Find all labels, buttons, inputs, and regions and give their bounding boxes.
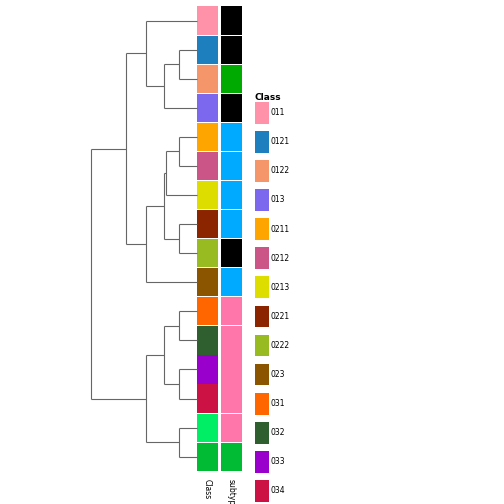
Bar (197, 123, 218, 151)
Bar (221, 443, 242, 471)
Bar (255, 276, 269, 298)
Text: 0213: 0213 (271, 283, 290, 292)
Text: 023: 023 (271, 370, 285, 379)
Bar (255, 422, 269, 444)
Bar (197, 7, 218, 35)
Bar (221, 297, 242, 326)
Text: 013: 013 (271, 196, 285, 205)
Bar (255, 364, 269, 386)
Bar (255, 451, 269, 473)
Bar (221, 326, 242, 354)
Bar (197, 65, 218, 93)
Bar (197, 36, 218, 64)
Bar (255, 189, 269, 211)
Bar (197, 297, 218, 326)
Bar (221, 36, 242, 64)
Bar (255, 131, 269, 153)
Text: subtype: subtype (227, 479, 236, 504)
Bar (255, 480, 269, 502)
Bar (221, 94, 242, 122)
Text: Class: Class (255, 93, 281, 102)
Bar (197, 210, 218, 238)
Bar (197, 152, 218, 180)
Bar (197, 239, 218, 267)
Text: 033: 033 (271, 457, 285, 466)
Bar (221, 268, 242, 296)
Bar (197, 385, 218, 413)
Bar (197, 355, 218, 384)
Bar (255, 247, 269, 269)
Bar (255, 102, 269, 124)
Bar (255, 393, 269, 415)
Text: 034: 034 (271, 486, 285, 495)
Bar (221, 152, 242, 180)
Bar (221, 210, 242, 238)
Bar (197, 268, 218, 296)
Bar (221, 355, 242, 384)
Text: 0221: 0221 (271, 312, 290, 321)
Text: 032: 032 (271, 428, 285, 437)
Bar (221, 413, 242, 442)
Bar (255, 218, 269, 240)
Text: 011: 011 (271, 108, 285, 117)
Bar (197, 326, 218, 354)
Text: 0211: 0211 (271, 225, 290, 233)
Text: Class: Class (203, 479, 212, 499)
Bar (221, 385, 242, 413)
Bar (197, 181, 218, 209)
Text: 0212: 0212 (271, 254, 290, 263)
Bar (197, 443, 218, 471)
Bar (221, 123, 242, 151)
Bar (255, 305, 269, 327)
Bar (221, 181, 242, 209)
Bar (221, 65, 242, 93)
Bar (255, 160, 269, 182)
Text: 0122: 0122 (271, 166, 290, 175)
Bar (197, 413, 218, 442)
Bar (197, 94, 218, 122)
Bar (221, 239, 242, 267)
Bar (221, 7, 242, 35)
Text: 031: 031 (271, 399, 285, 408)
Text: 0121: 0121 (271, 137, 290, 146)
Text: 0222: 0222 (271, 341, 290, 350)
Bar (255, 335, 269, 356)
